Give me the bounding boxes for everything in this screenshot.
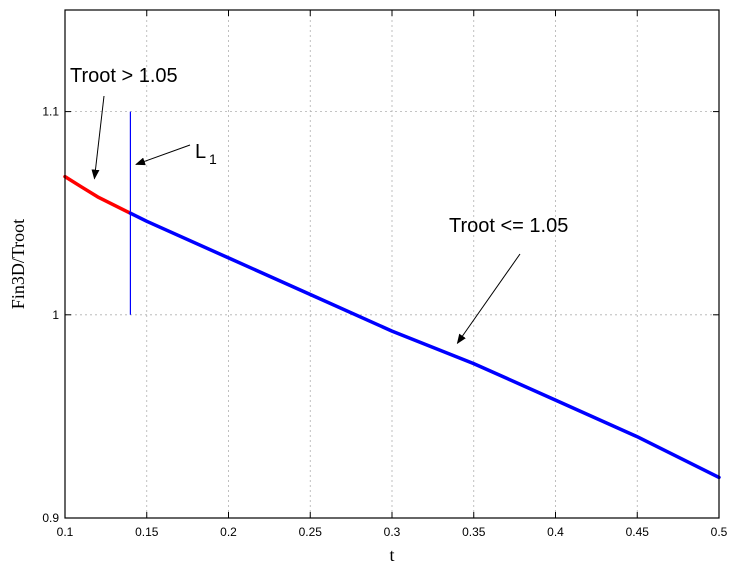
annotation-troot-gt: Troot > 1.05 xyxy=(70,65,178,87)
y-axis-label: Fin3D/Troot xyxy=(8,219,28,309)
annotation-troot-le: Troot <= 1.05 xyxy=(449,215,568,237)
series-line-0 xyxy=(63,174,133,215)
annotation-arrow xyxy=(135,144,191,166)
x-tick-label: 0.3 xyxy=(384,525,401,539)
x-tick-label: 0.4 xyxy=(547,525,564,539)
x-tick-label: 0.2 xyxy=(220,525,237,539)
x-tick-label: 0.25 xyxy=(299,525,323,539)
x-tick-label: 0.5 xyxy=(711,525,728,539)
axis-ticks: 0.1 0.15 0.2 0.25 0.3 0.35 0.4 0.45 0.5 0.9 1 1.1 xyxy=(42,10,728,539)
x-tick-label: 0.15 xyxy=(135,525,159,539)
annotation-arrow xyxy=(456,253,521,345)
series-layer xyxy=(63,111,721,480)
y-tick-label: 1 xyxy=(52,308,59,322)
annotation-l1: L xyxy=(195,141,206,163)
y-tick-label: 0.9 xyxy=(42,511,59,525)
x-tick-label: 0.45 xyxy=(626,525,650,539)
y-tick-label: 1.1 xyxy=(42,105,59,119)
x-axis-label: t xyxy=(389,545,394,565)
annotations: Troot > 1.05 L 1 Troot <= 1.05 xyxy=(70,65,568,345)
grid xyxy=(65,10,719,518)
series-line-1 xyxy=(128,211,721,480)
x-tick-label: 0.1 xyxy=(57,525,74,539)
annotation-arrow xyxy=(91,95,105,180)
x-tick-label: 0.35 xyxy=(462,525,486,539)
annotation-l1-subscript: 1 xyxy=(209,151,217,167)
